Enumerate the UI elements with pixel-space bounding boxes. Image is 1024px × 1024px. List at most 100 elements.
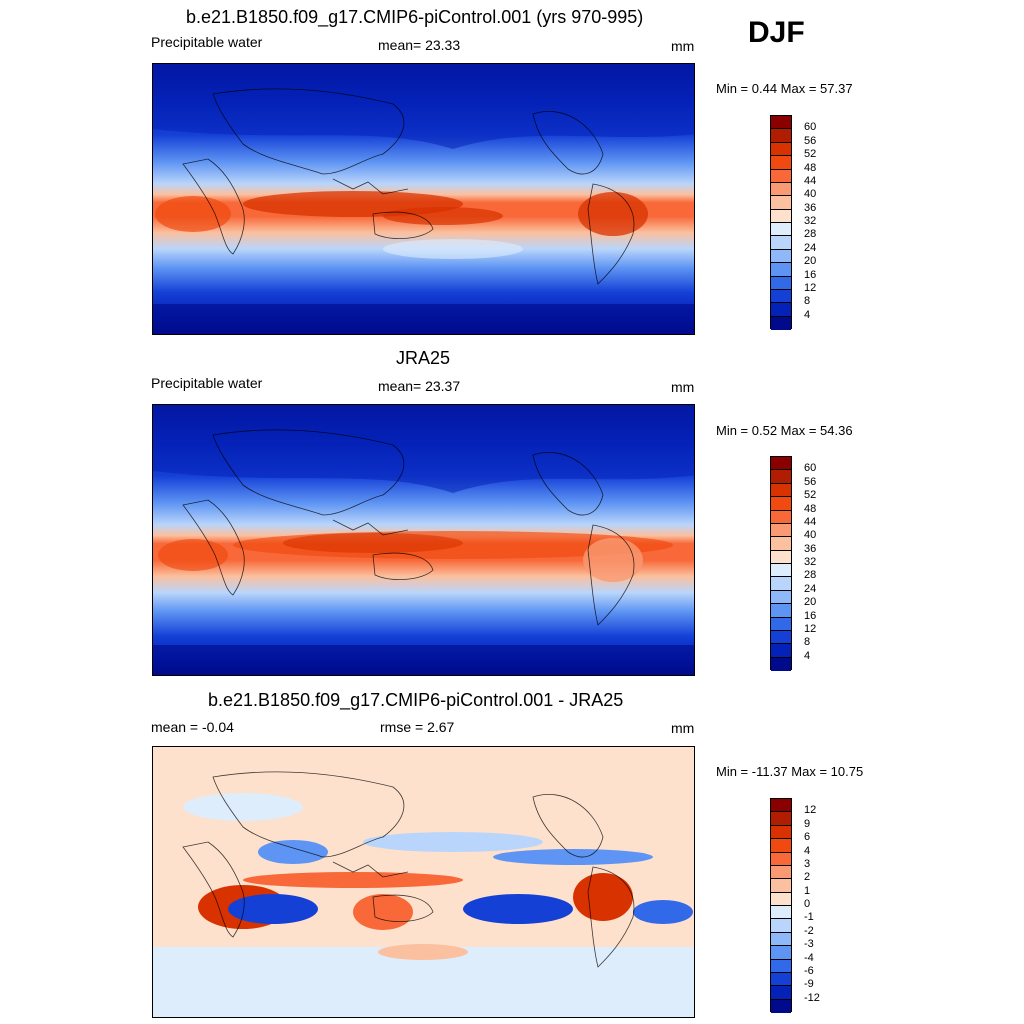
panel-2-mean-label: mean= 23.37 xyxy=(378,378,461,394)
colorbar-tick-label: 40 xyxy=(804,529,817,542)
colorbar-swatch xyxy=(771,263,791,277)
panel-2-colorbar-cells xyxy=(771,457,791,671)
panel-1-minmax-label: Min = 0.44 Max = 57.37 xyxy=(716,81,853,96)
colorbar-tick-label: 60 xyxy=(804,121,817,134)
panel-2-minmax-label: Min = 0.52 Max = 54.36 xyxy=(716,423,853,438)
colorbar-tick-label: 32 xyxy=(804,556,817,568)
colorbar-tick-label: 3 xyxy=(804,857,811,870)
colorbar-swatch xyxy=(771,457,791,471)
colorbar-swatch xyxy=(771,196,791,210)
panel-3-rmse-label: rmse = 2.67 xyxy=(380,719,455,735)
colorbar-tick-label: 24 xyxy=(804,241,817,254)
colorbar-tick-label: -3 xyxy=(804,938,814,951)
colorbar-tick-label: 8 xyxy=(804,295,811,308)
colorbar-tick-label: 16 xyxy=(804,609,817,622)
season-label: DJF xyxy=(748,16,805,49)
colorbar-swatch xyxy=(771,249,791,264)
colorbar-swatch xyxy=(771,972,791,987)
colorbar-swatch xyxy=(771,142,791,157)
panel-3-colorbar xyxy=(770,798,792,1013)
panel-1-colorbar xyxy=(770,115,792,330)
panel-1-mean-label: mean= 23.33 xyxy=(378,37,461,53)
colorbar-tick-label: 20 xyxy=(804,596,817,609)
colorbar-tick-label: 6 xyxy=(804,831,811,844)
colorbar-tick-label: 48 xyxy=(804,161,817,174)
panel-3-mean-label: mean = -0.04 xyxy=(151,719,234,735)
panel-3-colorbar-cells xyxy=(771,799,791,1013)
colorbar-tick-label: 36 xyxy=(804,542,817,555)
colorbar-tick-label: -1 xyxy=(804,911,814,924)
colorbar-swatch xyxy=(771,510,791,524)
colorbar-tick-label: 12 xyxy=(804,622,817,635)
colorbar-tick-label: 12 xyxy=(804,281,817,294)
colorbar-tick-label: -9 xyxy=(804,978,814,991)
panel-1-variable-label: Precipitable water xyxy=(151,34,263,50)
colorbar-tick-label: 4 xyxy=(804,844,811,857)
colorbar-swatch xyxy=(771,959,791,973)
colorbar-swatch xyxy=(771,182,791,197)
colorbar-swatch xyxy=(771,825,791,840)
colorbar-swatch xyxy=(771,169,791,183)
colorbar-tick-label: 2 xyxy=(804,871,811,884)
colorbar-swatch xyxy=(771,852,791,866)
panel-1-units-label: mm xyxy=(671,38,695,54)
colorbar-swatch xyxy=(771,879,791,893)
colorbar-tick-label: 48 xyxy=(804,502,817,515)
panel-2-variable-label: Precipitable water xyxy=(151,375,263,391)
colorbar-tick-label: 32 xyxy=(804,215,817,227)
colorbar-tick-label: 52 xyxy=(804,489,817,502)
panel-3-map-plot xyxy=(153,747,694,1017)
colorbar-swatch xyxy=(771,812,791,826)
colorbar-swatch xyxy=(771,839,791,853)
colorbar-swatch xyxy=(771,497,791,511)
colorbar-tick-label: -4 xyxy=(804,951,814,964)
colorbar-swatch xyxy=(771,209,791,223)
colorbar-swatch xyxy=(771,799,791,813)
colorbar-swatch xyxy=(771,223,791,237)
colorbar-tick-label: 44 xyxy=(804,515,817,528)
colorbar-swatch xyxy=(771,932,791,947)
colorbar-tick-label: -6 xyxy=(804,964,814,977)
colorbar-swatch xyxy=(771,644,791,658)
colorbar-tick-label: 16 xyxy=(804,268,817,281)
panel-1-map-plot xyxy=(153,64,694,334)
colorbar-tick-label: -2 xyxy=(804,924,814,937)
colorbar-tick-label: 20 xyxy=(804,255,817,268)
colorbar-swatch xyxy=(771,946,791,960)
colorbar-tick-label: 12 xyxy=(804,804,817,817)
colorbar-swatch xyxy=(771,470,791,484)
colorbar-swatch xyxy=(771,483,791,498)
colorbar-swatch xyxy=(771,236,791,250)
colorbar-swatch xyxy=(771,550,791,564)
panel-1-colorbar-cells xyxy=(771,116,791,330)
colorbar-tick-label: 4 xyxy=(804,308,811,321)
colorbar-tick-label: 9 xyxy=(804,817,811,830)
colorbar-tick-label: 8 xyxy=(804,636,811,649)
colorbar-tick-label: 1 xyxy=(804,884,811,897)
colorbar-swatch xyxy=(771,617,791,631)
colorbar-swatch xyxy=(771,986,791,1000)
colorbar-swatch xyxy=(771,630,791,645)
colorbar-swatch xyxy=(771,906,791,920)
colorbar-swatch xyxy=(771,523,791,538)
colorbar-swatch xyxy=(771,116,791,130)
colorbar-tick-label: 4 xyxy=(804,649,811,662)
colorbar-swatch xyxy=(771,564,791,578)
colorbar-swatch xyxy=(771,276,791,290)
colorbar-swatch xyxy=(771,316,791,330)
panel-3-title: b.e21.B1850.f09_g17.CMIP6-piControl.001 … xyxy=(208,690,624,710)
panel-3-minmax-label: Min = -11.37 Max = 10.75 xyxy=(716,764,864,779)
colorbar-swatch xyxy=(771,892,791,906)
colorbar-tick-label: 60 xyxy=(804,462,817,475)
panel-3-units-label: mm xyxy=(671,720,695,736)
colorbar-swatch xyxy=(771,537,791,551)
colorbar-tick-label: 28 xyxy=(804,228,817,241)
colorbar-tick-label: 40 xyxy=(804,188,817,201)
colorbar-swatch xyxy=(771,657,791,671)
colorbar-tick-label: 24 xyxy=(804,582,817,595)
panel-3-map xyxy=(152,746,695,1018)
colorbar-swatch xyxy=(771,999,791,1013)
panel-2-title: JRA25 xyxy=(396,348,451,368)
colorbar-tick-label: 28 xyxy=(804,569,817,582)
colorbar-tick-label: 56 xyxy=(804,134,817,147)
